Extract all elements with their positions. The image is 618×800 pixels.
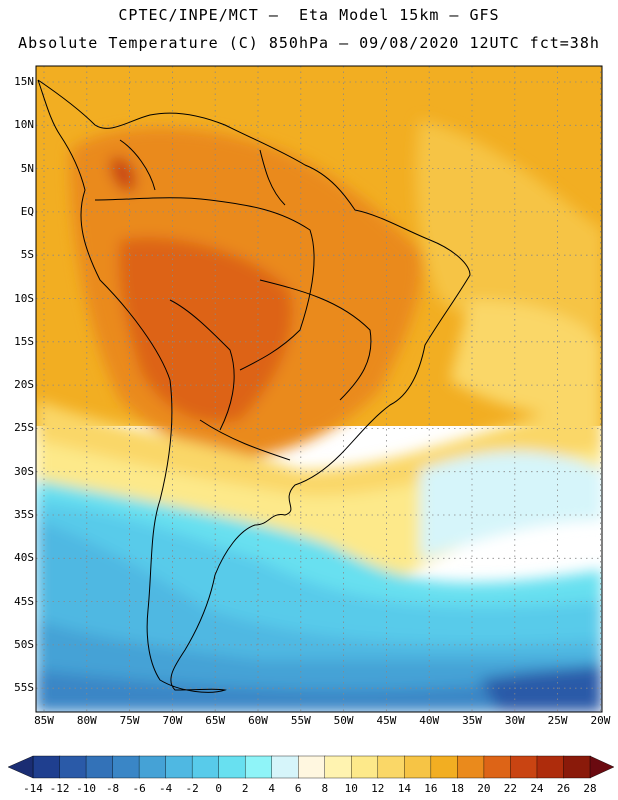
legend-tick-label: 24 <box>530 782 544 795</box>
latitude-label: 15N <box>14 75 34 88</box>
latitude-label: 10S <box>14 291 34 305</box>
legend-tick-label: 20 <box>477 782 491 795</box>
latitude-label: 15S <box>14 334 34 348</box>
color-scale-swatch <box>457 755 485 779</box>
latitude-label: 20S <box>14 378 34 392</box>
longitude-label: 80W <box>76 714 97 727</box>
legend-tick-label: -10 <box>76 782 96 795</box>
legend-tick-label: 16 <box>424 782 438 795</box>
legend-tick-label: -12 <box>49 782 70 795</box>
color-scale-swatch <box>510 755 538 779</box>
color-scale-swatch <box>244 755 273 779</box>
legend-tick-label: -8 <box>105 782 120 795</box>
color-scale-swatch <box>563 755 591 779</box>
color-scale-bar <box>7 755 615 779</box>
color-scale-swatch <box>138 755 167 779</box>
legend-tick-label: 2 <box>241 782 249 795</box>
longitude-label: 20W <box>590 714 611 727</box>
longitude-label: 70W <box>162 714 183 727</box>
longitude-label: 45W <box>376 714 397 727</box>
color-scale-swatch <box>536 755 565 779</box>
latitude-label: 50S <box>14 637 34 651</box>
color-scale-swatch <box>112 755 140 779</box>
color-scale-swatch <box>351 755 379 779</box>
legend-tick-label: -14 <box>23 782 43 795</box>
color-scale-swatch <box>404 755 432 779</box>
longitude-label: 55W <box>290 714 311 727</box>
legend-tick-label: 4 <box>268 782 276 795</box>
legend-tick-label: 28 <box>583 782 597 795</box>
color-scale-min-arrow <box>7 755 34 779</box>
color-scale-max-arrow <box>589 755 615 779</box>
legend-tick-label: 8 <box>321 782 329 795</box>
color-scale-swatch <box>85 755 114 779</box>
legend-tick-label: 0 <box>215 782 222 795</box>
header-title-model: CPTEC/INPE/MCT – Eta Model 15km – GFS <box>118 6 500 24</box>
color-scale-swatch <box>191 755 220 779</box>
coastline <box>37 79 471 693</box>
legend-tick-label: -6 <box>132 782 146 795</box>
latitude-label: 5S <box>20 248 34 262</box>
header-title-variable: Absolute Temperature (C) 850hPa – 09/08/… <box>18 34 600 52</box>
longitude-label: 40W <box>419 714 440 727</box>
longitude-label: 35W <box>462 714 482 727</box>
map-frame <box>35 65 603 713</box>
latitude-label: 55S <box>14 681 34 695</box>
latitude-label: 30S <box>14 464 34 478</box>
color-scale-swatch <box>271 755 299 779</box>
latitude-label: 5N <box>20 161 34 175</box>
longitude-label: 75W <box>119 714 140 727</box>
legend-tick-label: 26 <box>556 782 571 795</box>
color-scale-swatch <box>298 755 326 779</box>
legend-tick-label: 22 <box>503 782 518 795</box>
legend-tick-label: 10 <box>344 782 358 795</box>
latitude-label: 25S <box>14 421 34 435</box>
color-scale-swatch <box>218 755 246 779</box>
legend-tick-label: 14 <box>397 782 411 795</box>
map-graticule <box>36 66 602 712</box>
longitude-label: 25W <box>547 714 568 727</box>
longitude-label: 85W <box>34 714 54 727</box>
legend-tick-label: -4 <box>158 782 173 795</box>
latitude-label: 10N <box>14 118 34 132</box>
longitude-label: 60W <box>248 714 268 727</box>
color-scale-swatch <box>59 755 87 779</box>
temperature-field <box>36 66 602 712</box>
latitude-label: 40S <box>14 551 34 565</box>
legend-tick-label: 18 <box>450 782 464 795</box>
legend-tick-label: -2 <box>185 782 199 795</box>
color-scale-swatch <box>483 755 512 779</box>
latitude-label: 35S <box>14 508 34 521</box>
legend-tick-label: 12 <box>371 782 385 795</box>
latitude-label: EQ <box>20 204 34 218</box>
color-scale-swatch <box>32 755 61 779</box>
longitude-label: 65W <box>205 714 226 727</box>
legend-tick-label: 6 <box>294 782 302 795</box>
color-scale-swatch <box>324 755 352 779</box>
color-scale-swatch <box>377 755 406 779</box>
color-scale-swatch <box>165 755 193 779</box>
latitude-label: 45S <box>14 594 34 608</box>
color-scale-swatch <box>430 755 459 779</box>
longitude-label: 30W <box>504 714 525 727</box>
longitude-label: 50W <box>333 714 354 727</box>
